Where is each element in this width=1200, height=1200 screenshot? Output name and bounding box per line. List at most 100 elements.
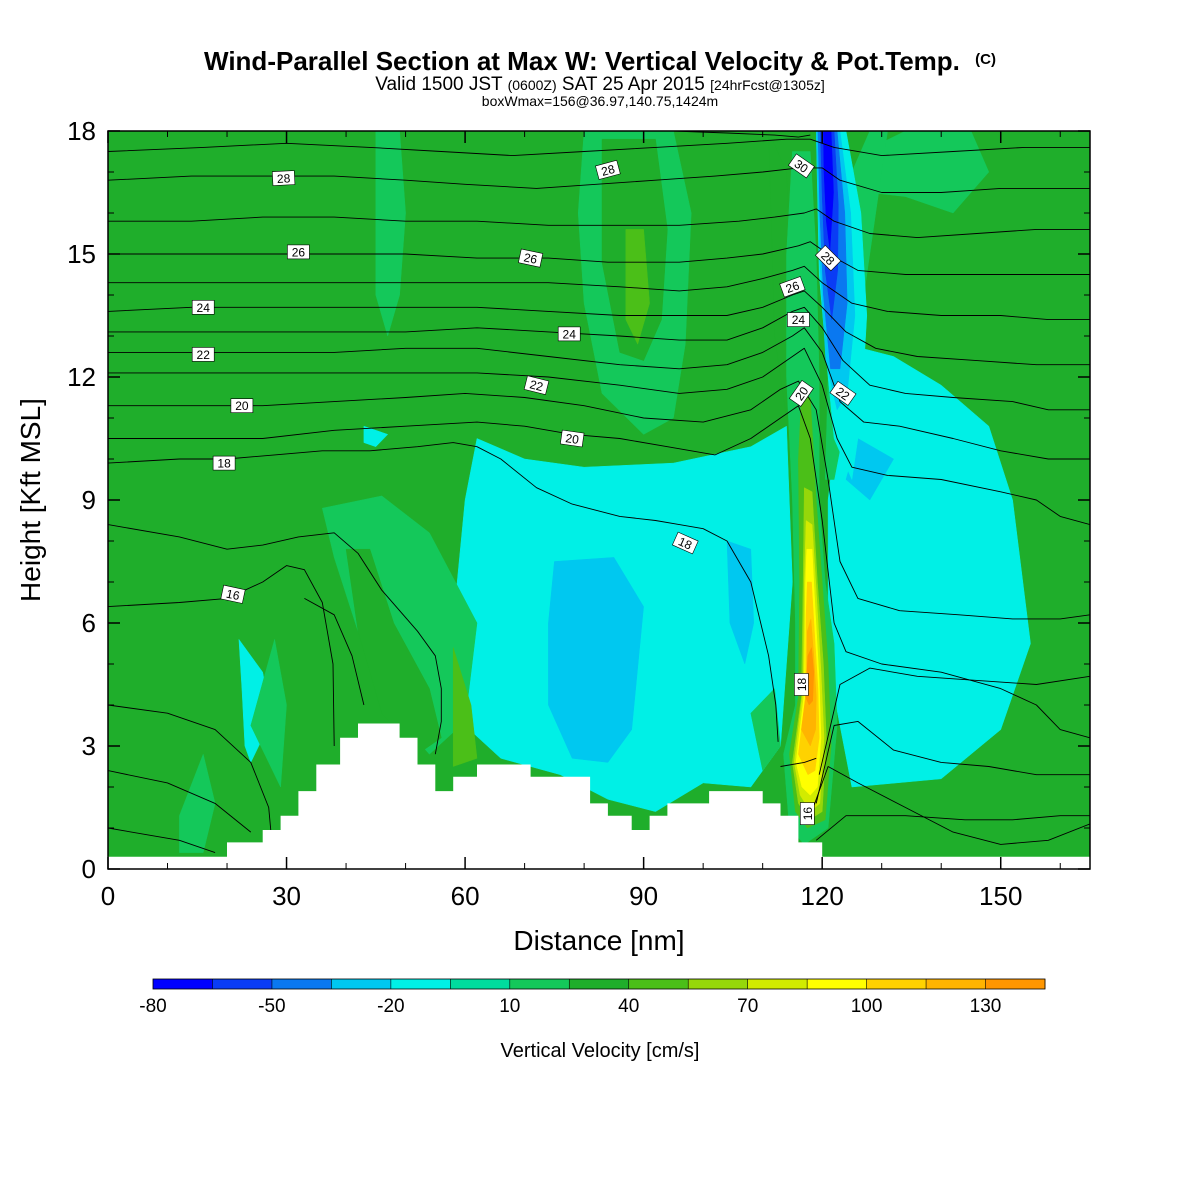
theta-contour-25-18 (108, 265, 1090, 321)
colorbar-tick-label-4: 40 (618, 996, 639, 1017)
colorbar-frame (152, 978, 1046, 990)
contour-label-text: 16 (801, 807, 815, 821)
contour-label-text: 24 (197, 301, 211, 315)
colorbar-tick-label-1: -50 (258, 996, 285, 1017)
contour-label-box (595, 159, 621, 180)
contour-label-4: 20 (230, 398, 254, 414)
colorbar-swatch-0 (153, 979, 213, 989)
theta-contour-29-22 (108, 138, 1090, 157)
contour-label-12: 18 (672, 531, 699, 555)
contour-label-0: 28 (271, 170, 296, 186)
colorbar-swatch-8 (628, 979, 689, 989)
contour-label-box (829, 380, 857, 406)
contour-label-text: 22 (528, 377, 545, 394)
colorbar-swatch-9 (688, 979, 749, 989)
contour-label-text: 20 (565, 431, 580, 447)
w-region-7 (375, 131, 406, 337)
theta-contour-28-21 (108, 167, 1090, 193)
theta-contour-27-20 (108, 208, 1090, 239)
contour-label-11: 20 (559, 429, 585, 448)
contour-label-box (518, 248, 544, 268)
chart-title: Wind-Parallel Section at Max W: Vertical… (204, 46, 996, 76)
contour-label-box (230, 398, 254, 414)
colorbar-swatch-5 (450, 979, 511, 989)
contour-label-2: 24 (191, 299, 215, 315)
box-info: boxWmax=156@36.97,140.75,1424m (482, 93, 718, 109)
theta-contour-30-23 (673, 131, 811, 138)
contour-label-8: 26 (518, 248, 544, 268)
x-tick-label-1: 30 (272, 881, 301, 911)
contour-label-7: 28 (595, 159, 621, 180)
contour-label-box (212, 455, 236, 471)
theta-contour-18-7 (780, 757, 817, 767)
colorbar-tick-label-7: 130 (970, 996, 1002, 1017)
colorbar-swatch-3 (331, 979, 392, 989)
theta-contour-21-13 (108, 347, 1090, 526)
contour-label-box (787, 312, 810, 327)
colorbar: -80 -50 -20 10 40 70 100 130 (139, 978, 1046, 1017)
theta-contour-20-11 (108, 380, 1090, 620)
theta-contour-16-2 (108, 770, 252, 833)
y-tick-label-5: 15 (67, 239, 96, 269)
subtitle-utc: (0600Z) (508, 77, 557, 93)
theta-contour-23-16 (108, 306, 1090, 411)
x-tick-label-4: 120 (800, 881, 843, 911)
colorbar-swatch-7 (569, 979, 630, 989)
chart-title-mark: (C) (975, 51, 996, 68)
contour-label-text: 16 (225, 587, 241, 604)
colorbar-swatch-13 (926, 979, 987, 989)
theta-contour-16-0 (108, 565, 335, 747)
w-region-12 (179, 753, 216, 853)
contour-label-text: 18 (795, 678, 809, 692)
theta-contour-21-14 (818, 667, 1090, 775)
contour-label-box (814, 244, 842, 272)
contour-label-text: 20 (235, 399, 249, 413)
contour-label-text: 26 (784, 278, 802, 296)
colorbar-swatch-6 (509, 979, 570, 989)
w-region-4 (548, 557, 644, 763)
contour-label-10: 22 (523, 375, 550, 396)
colorbar-swatch-2 (271, 979, 332, 989)
theta-contour-20-12 (815, 720, 1090, 804)
contour-label-box (220, 584, 246, 604)
w-region-11 (250, 639, 287, 788)
colorbar-swatch-4 (390, 979, 451, 989)
chart-subtitle: Valid 1500 JST (0600Z) SAT 25 Apr 2015 [… (375, 74, 825, 95)
contour-label-text: 22 (197, 348, 211, 362)
theta-contour-16-1 (108, 704, 273, 841)
x-tick-label-2: 60 (451, 881, 480, 911)
contour-label-17: 22 (829, 380, 857, 406)
axes: 0 30 60 90 120 150 0 3 6 9 12 15 18 (67, 116, 1090, 911)
colorbar-swatch-14 (985, 979, 1046, 989)
contour-label-box (672, 531, 699, 555)
contour-label-15: 26 (779, 276, 806, 298)
theta-contour-26-19 (108, 241, 1090, 275)
x-tick-label-0: 0 (101, 881, 115, 911)
contour-label-text: 18 (676, 534, 694, 552)
contour-labels: 28 26 24 22 20 18 16 28 26 24 22 20 18 30 28 26 24 22 20 18… (191, 153, 857, 825)
colorbar-tick-label-6: 100 (851, 996, 883, 1017)
contour-label-text: 28 (600, 162, 617, 179)
theta-contour-17-5 (304, 598, 365, 706)
w-region-6 (726, 540, 754, 665)
terrain-fill (108, 723, 1090, 869)
y-tick-label-3: 9 (82, 485, 96, 515)
theta-contour-18-6 (108, 442, 779, 742)
potential-temperature-contours (108, 131, 1090, 854)
theta-contour-16-3 (108, 827, 216, 854)
contour-label-box (557, 326, 581, 342)
contour-label-box (287, 244, 310, 260)
contour-label-text: 26 (523, 250, 539, 267)
contour-label-9: 24 (557, 326, 581, 342)
w-region-14 (345, 548, 442, 755)
colorbar-swatch-11 (807, 979, 868, 989)
contour-label-text: 24 (792, 313, 806, 327)
y-axis-label: Height [Kft MSL] (15, 398, 46, 602)
y-tick-label-4: 12 (67, 362, 96, 392)
terrain-profile (108, 723, 1090, 869)
contour-label-5: 18 (212, 455, 236, 471)
contour-label-16: 24 (787, 312, 810, 327)
y-tick-label-2: 6 (82, 608, 96, 638)
colorbar-swatch-10 (747, 979, 808, 989)
theta-contour-19-10 (815, 815, 1090, 841)
